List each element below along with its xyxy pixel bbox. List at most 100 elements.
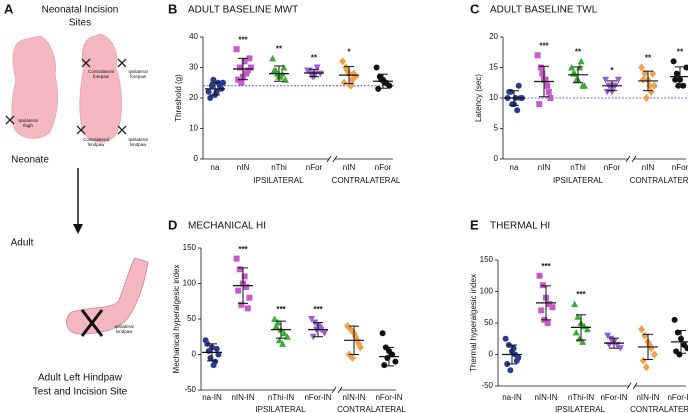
data-point [574, 313, 582, 320]
y-tick-label: 0 [489, 350, 494, 359]
data-point [279, 340, 287, 347]
data-point [373, 64, 380, 71]
data-point [537, 64, 544, 71]
data-point [246, 55, 253, 62]
data-point [280, 329, 288, 337]
x-tick-label: nFor [604, 163, 621, 172]
data-point [308, 316, 316, 323]
data-point [683, 64, 688, 71]
data-point [568, 64, 576, 71]
axis-break [625, 155, 637, 163]
data-point [379, 330, 386, 337]
x-tick-label: nIN-IN [636, 393, 659, 402]
data-point [375, 85, 382, 92]
data-point [579, 82, 587, 89]
data-point [642, 363, 650, 372]
caption-line: Test and Incision Site [33, 387, 128, 398]
data-point [271, 315, 279, 322]
data-point [208, 82, 215, 89]
x-tick-label: nThi [570, 163, 586, 172]
site-label: hindpaw [116, 329, 134, 334]
significance: ** [677, 48, 684, 57]
data-point [614, 76, 622, 84]
data-point [313, 64, 321, 71]
group-label: CONTRALATERAL [630, 176, 688, 185]
data-point [236, 64, 243, 71]
data-point [205, 88, 212, 95]
data-point [238, 301, 245, 308]
data-point [647, 87, 655, 96]
significance: *** [541, 262, 551, 271]
data-point [270, 67, 278, 74]
y-axis-label: Latency (sec) [474, 74, 483, 122]
y-tick-label: 30 [189, 63, 198, 72]
x-tick-label: na-IN [202, 393, 222, 402]
site-label: thigh [23, 123, 33, 128]
x-tick-label: nIN-IN [342, 393, 365, 402]
data-point [213, 345, 220, 352]
x-tick-label: nFor-IN [667, 393, 688, 402]
data-point [243, 284, 250, 291]
data-point [616, 345, 624, 352]
significance: ** [311, 54, 318, 63]
significance: ** [575, 48, 582, 57]
panel-label: D [168, 217, 177, 232]
x-tick-label: nFor [672, 163, 688, 172]
incision-marks [5, 58, 127, 135]
x-tick-label: nFor [306, 163, 323, 172]
y-tick-label: 0 [192, 350, 197, 359]
site-label: Ipsilateral [128, 137, 147, 142]
data-point [670, 58, 677, 65]
data-point [244, 67, 251, 74]
significance: *** [276, 305, 286, 314]
panel-label: E [470, 217, 479, 232]
group-label: IPSILATERAL [253, 176, 304, 185]
x-tick-label: nFor-IN [600, 393, 627, 402]
data-point [207, 95, 214, 101]
axis-break [331, 386, 343, 394]
group-label: IPSILATERAL [553, 176, 604, 185]
data-point [280, 64, 288, 71]
group-label: IPSILATERAL [255, 405, 306, 413]
data-point [510, 345, 517, 352]
site-label: Ipsilateral [18, 118, 37, 123]
y-tick-label: 20 [189, 93, 198, 102]
y-tick-label: 40 [189, 32, 198, 41]
data-point [547, 95, 554, 101]
panel-0: B ADULT BASELINE MWT Threshold (g) 0 10 20 30 4… [168, 1, 401, 185]
data-point [210, 76, 217, 83]
data-point [515, 82, 522, 89]
data-point [546, 301, 553, 308]
y-tick-label: 150 [480, 255, 494, 264]
x-tick-label: nFor-IN [304, 393, 331, 402]
data-point [272, 322, 280, 330]
site-label: forepaw [93, 74, 110, 79]
data-point [316, 70, 324, 78]
panel-a: A Neonatal Incision Sites Contralateral … [4, 1, 149, 398]
panel-label: B [168, 1, 177, 16]
data-point [603, 88, 611, 96]
data-point [389, 351, 396, 358]
site-label: forepaw [130, 74, 147, 79]
neonate-label: Neonate [11, 155, 49, 166]
data-point [671, 316, 678, 323]
y-tick-label: 0 [494, 154, 499, 163]
significance: * [347, 48, 351, 57]
y-tick-label: 0 [194, 154, 199, 163]
site-label: hindpaw [130, 142, 148, 147]
group-label: IPSILATERAL [555, 405, 606, 413]
data-point [215, 351, 222, 358]
site-label: hindpaw [88, 142, 106, 147]
y-tick-label: -50 [481, 381, 493, 390]
data-point [320, 330, 328, 337]
data-point [392, 358, 399, 365]
y-tick-label: 10 [489, 93, 498, 102]
significance: *** [238, 245, 248, 254]
title-line: Sites [69, 18, 91, 29]
neonate-body [79, 33, 122, 143]
data-point [348, 354, 356, 363]
data-point [233, 255, 240, 262]
data-point [340, 78, 348, 87]
significance: * [610, 66, 614, 75]
